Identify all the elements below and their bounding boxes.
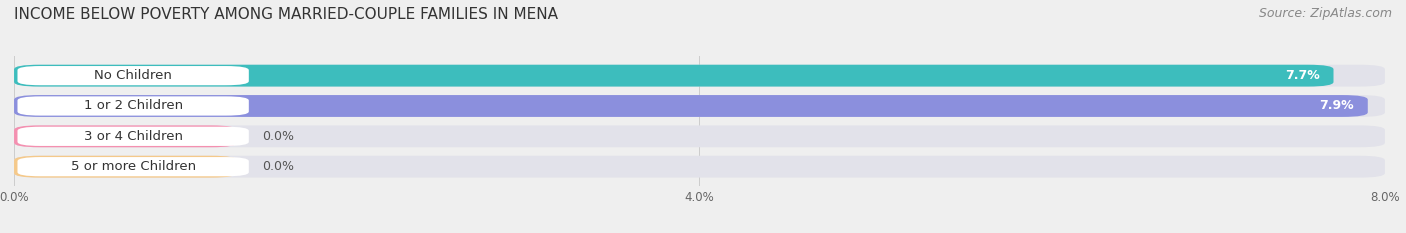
Text: No Children: No Children [94, 69, 172, 82]
FancyBboxPatch shape [17, 127, 249, 146]
FancyBboxPatch shape [14, 65, 1333, 87]
FancyBboxPatch shape [17, 96, 249, 116]
FancyBboxPatch shape [14, 95, 1368, 117]
FancyBboxPatch shape [14, 156, 1385, 178]
FancyBboxPatch shape [14, 125, 1385, 147]
FancyBboxPatch shape [17, 157, 249, 176]
Text: 1 or 2 Children: 1 or 2 Children [83, 99, 183, 113]
FancyBboxPatch shape [14, 156, 236, 178]
FancyBboxPatch shape [14, 95, 1385, 117]
Text: 0.0%: 0.0% [263, 130, 294, 143]
Text: 7.7%: 7.7% [1285, 69, 1320, 82]
Text: 7.9%: 7.9% [1319, 99, 1354, 113]
Text: Source: ZipAtlas.com: Source: ZipAtlas.com [1258, 7, 1392, 20]
Text: 3 or 4 Children: 3 or 4 Children [83, 130, 183, 143]
FancyBboxPatch shape [14, 65, 1385, 87]
Text: 5 or more Children: 5 or more Children [70, 160, 195, 173]
FancyBboxPatch shape [17, 66, 249, 85]
Text: 0.0%: 0.0% [263, 160, 294, 173]
FancyBboxPatch shape [14, 125, 236, 147]
Text: INCOME BELOW POVERTY AMONG MARRIED-COUPLE FAMILIES IN MENA: INCOME BELOW POVERTY AMONG MARRIED-COUPL… [14, 7, 558, 22]
